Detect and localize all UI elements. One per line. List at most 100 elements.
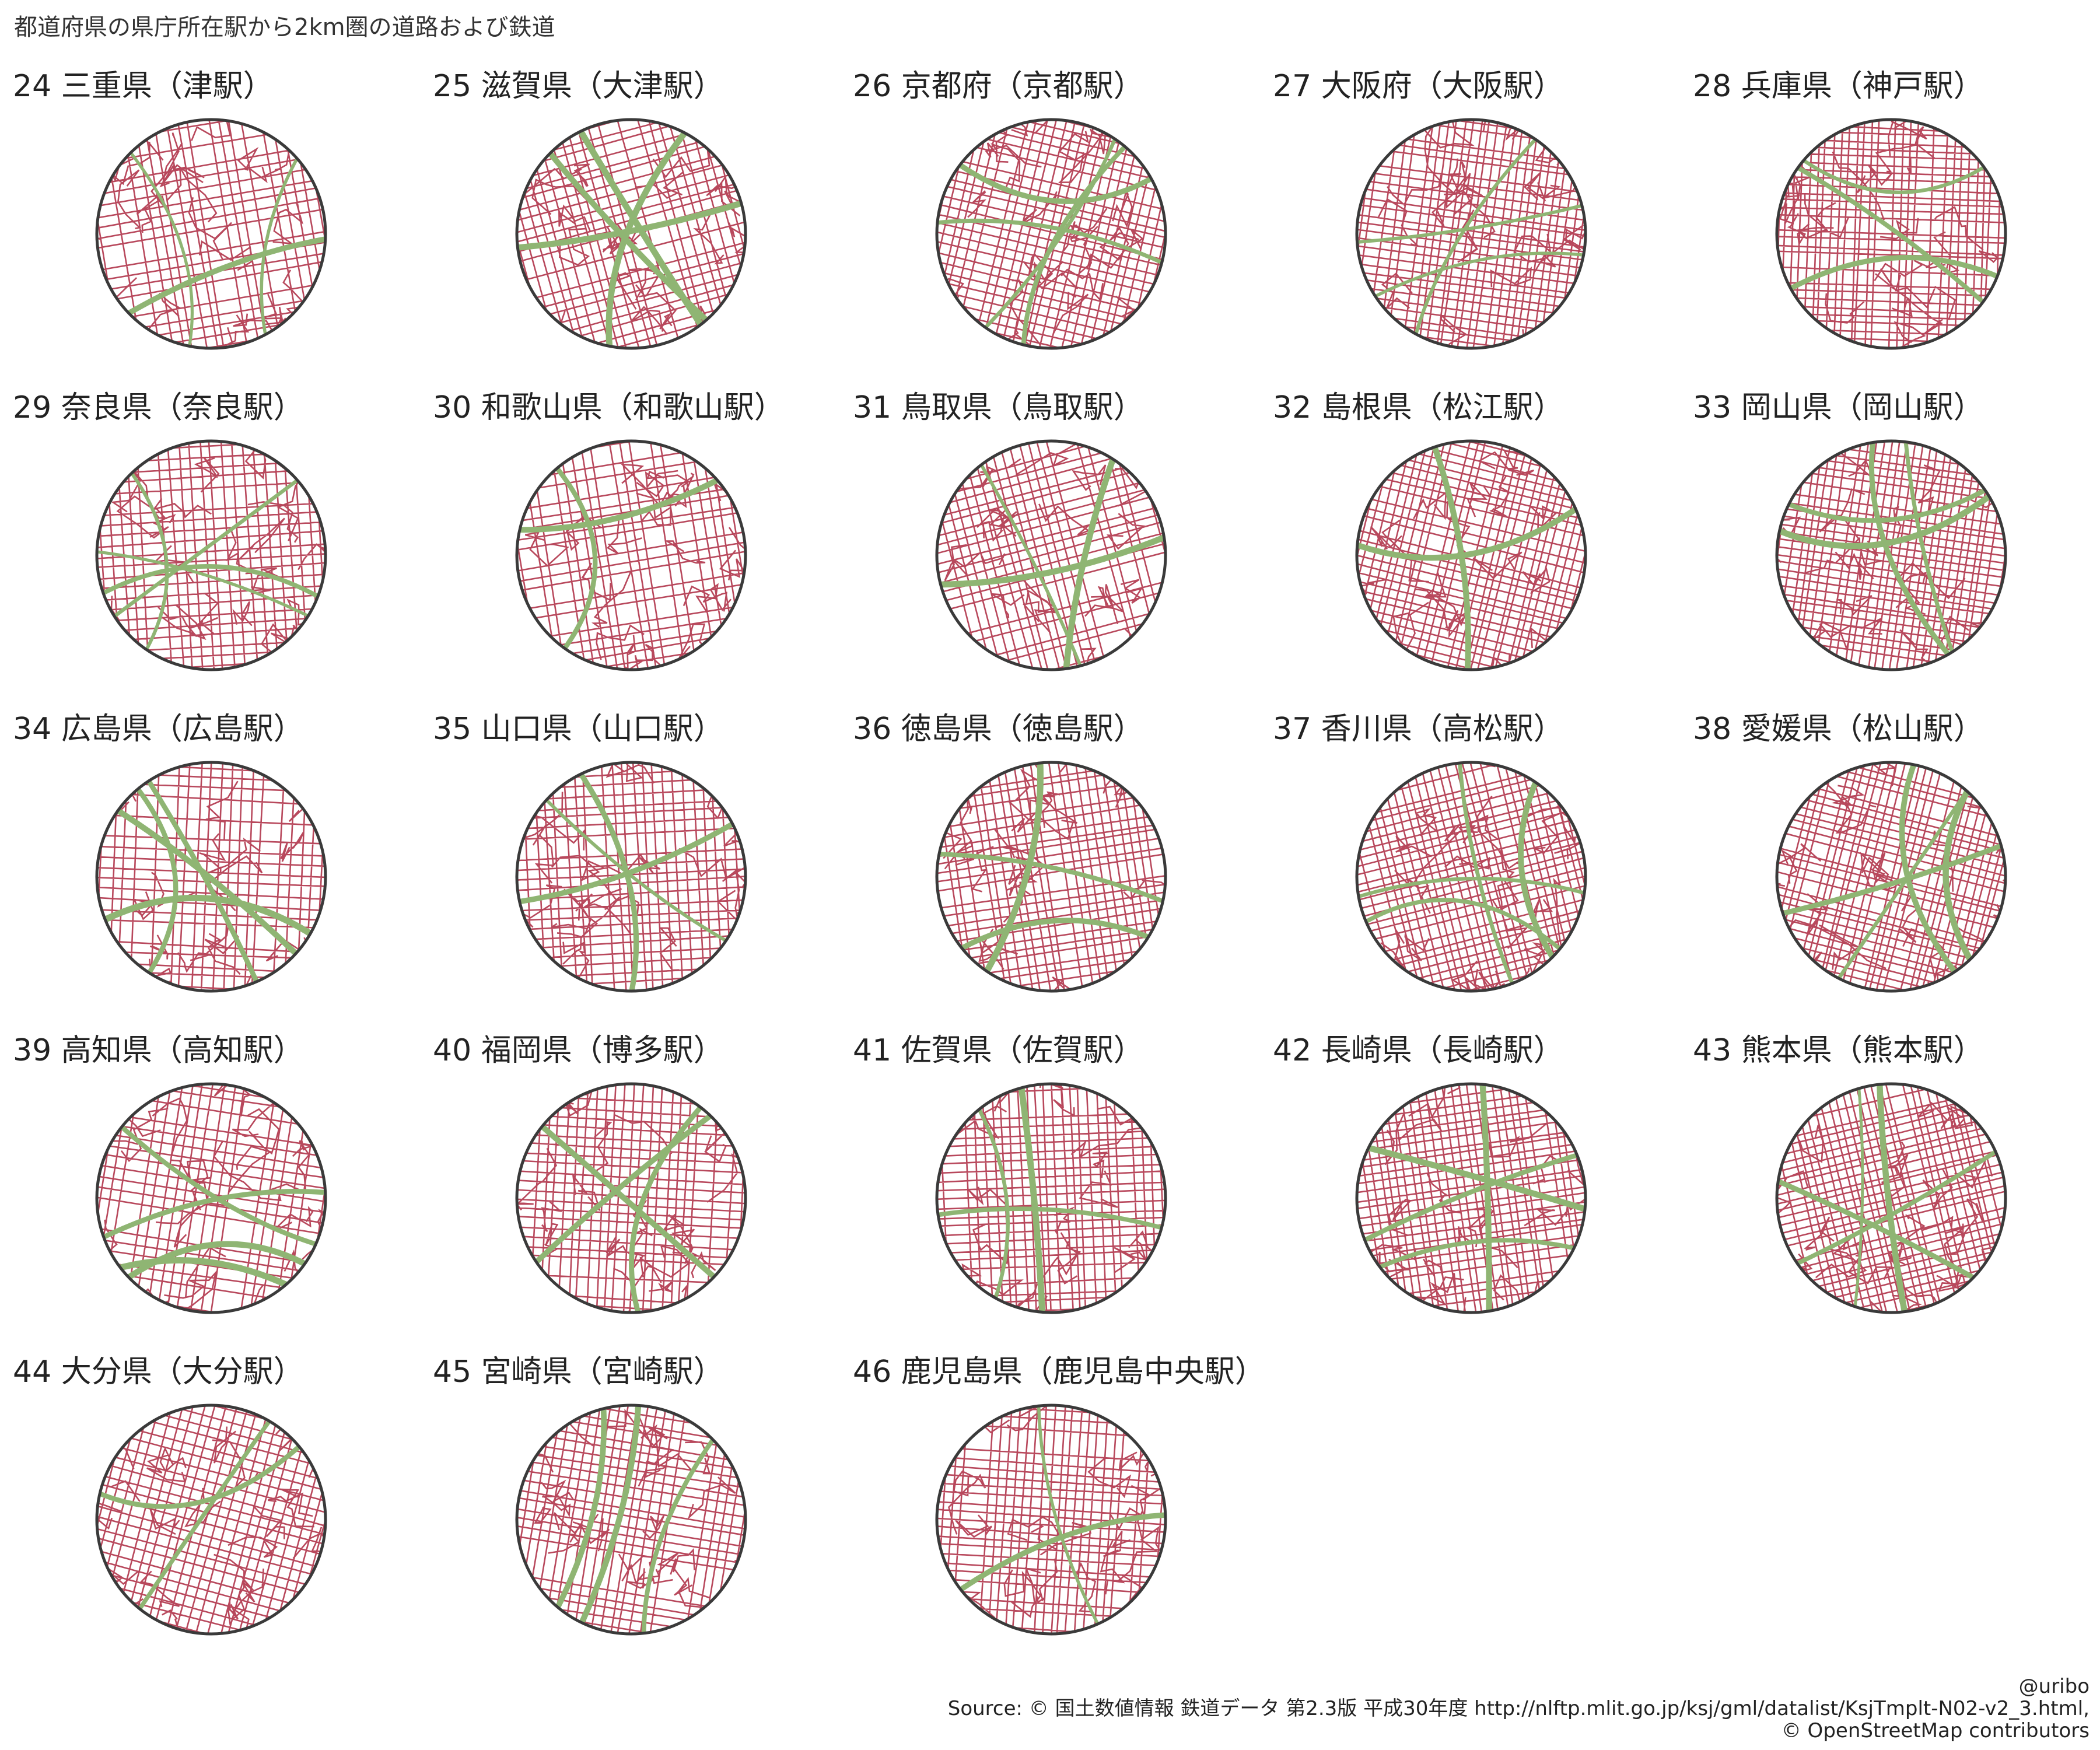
road-network — [97, 441, 326, 670]
panel-label: 42 長崎県（長崎駅） — [1273, 1033, 1564, 1068]
railway-line — [937, 138, 1166, 204]
road-network — [937, 762, 1166, 991]
buffer-circle — [515, 761, 747, 993]
road-rail-map — [95, 1082, 327, 1314]
source-credit: Source: © 国土数値情報 鉄道データ 第2.3版 平成30年度 http… — [947, 1697, 2090, 1720]
panel-label: 44 大分県（大分駅） — [13, 1354, 304, 1390]
road-rail-map — [1775, 118, 2007, 350]
railway-line — [1777, 149, 2006, 331]
road-rail-map — [935, 761, 1167, 993]
road-rail-map — [935, 118, 1167, 350]
road-network — [97, 120, 326, 348]
road-rail-map — [935, 439, 1167, 671]
buffer-circle — [515, 1404, 747, 1636]
buffer-circle — [95, 1404, 327, 1636]
road-rail-map — [1775, 1082, 2007, 1314]
map-panel: 44 大分県（大分駅） — [13, 1347, 433, 1668]
panel-label: 39 高知県（高知駅） — [13, 1033, 304, 1068]
buffer-circle — [935, 1082, 1167, 1314]
railway-line — [1357, 877, 1586, 902]
railway-line — [517, 457, 746, 533]
buffer-circle — [1355, 439, 1587, 671]
buffer-circle — [935, 118, 1167, 350]
railway-line — [97, 895, 326, 952]
road-rail-map — [1355, 1082, 1587, 1314]
railway-line — [1868, 441, 1971, 670]
railway-line — [1357, 1148, 1586, 1251]
road-network — [1777, 120, 2006, 348]
railway-line — [937, 530, 1166, 588]
buffer-circle — [935, 761, 1167, 993]
railway-line — [1357, 201, 1586, 245]
railway-line — [937, 852, 1166, 908]
buffer-circle — [1775, 761, 2007, 993]
buffer-circle — [935, 439, 1167, 671]
panel-label: 29 奈良県（奈良駅） — [13, 390, 304, 425]
road-network — [97, 1084, 326, 1312]
map-panel: 42 長崎県（長崎駅） — [1273, 1026, 1693, 1346]
railway-line — [97, 1189, 326, 1247]
railway-line — [1357, 494, 1586, 561]
railway-line — [1062, 441, 1126, 670]
road-network — [1357, 1084, 1586, 1312]
road-rail-map — [1355, 439, 1587, 671]
buffer-circle — [1355, 118, 1587, 350]
road-rail-map — [95, 439, 327, 671]
road-rail-map — [515, 118, 747, 350]
map-panel: 38 愛媛県（松山駅） — [1693, 704, 2100, 1025]
buffer-circle — [95, 439, 327, 671]
railway-line — [1479, 1084, 1492, 1312]
buffer-circle — [95, 118, 327, 350]
road-network — [1357, 441, 1586, 670]
road-rail-map — [1355, 761, 1587, 993]
railway-line — [1899, 762, 1980, 991]
map-panel: 39 高知県（高知駅） — [13, 1026, 433, 1346]
road-rail-map — [515, 439, 747, 671]
panel-label: 28 兵庫県（神戸駅） — [1693, 69, 1984, 104]
railway-line — [1357, 251, 1586, 312]
buffer-circle — [515, 439, 747, 671]
map-panel: 34 広島県（広島駅） — [13, 704, 433, 1025]
railway-line — [97, 1257, 326, 1312]
map-panel: 46 鹿児島県（鹿児島中央駅） — [853, 1347, 1273, 1668]
map-panel: 36 徳島県（徳島駅） — [853, 704, 1273, 1025]
buffer-circle — [515, 118, 747, 350]
railway-line — [517, 809, 746, 906]
railway-line — [1876, 1084, 1909, 1312]
road-network — [937, 1084, 1166, 1312]
map-panel: 25 滋賀県（大津駅） — [433, 61, 853, 382]
panel-label: 24 三重県（津駅） — [13, 69, 274, 104]
railway-line — [570, 1405, 642, 1634]
map-panel: 35 山口県（山口駅） — [433, 704, 853, 1025]
road-network — [1357, 120, 1586, 348]
road-network — [937, 441, 1166, 670]
map-panel: 32 島根県（松江駅） — [1273, 383, 1693, 704]
road-rail-map — [95, 118, 327, 350]
buffer-circle — [1355, 761, 1587, 993]
railway-line — [937, 1206, 1166, 1234]
railway-line — [1016, 1084, 1046, 1312]
railway-line — [937, 218, 1166, 270]
panel-label: 26 京都府（京都駅） — [853, 69, 1144, 104]
map-panel: 41 佐賀県（佐賀駅） — [853, 1026, 1273, 1346]
map-panel: 45 宮崎県（宮崎駅） — [433, 1347, 853, 1668]
panel-label: 38 愛媛県（松山駅） — [1693, 712, 1984, 747]
map-panel: 37 香川県（高松駅） — [1273, 704, 1693, 1025]
railway-line — [1903, 441, 1964, 670]
panel-label: 40 福岡県（博多駅） — [433, 1033, 724, 1068]
panel-label: 31 鳥取県（鳥取駅） — [853, 390, 1144, 425]
railway-line — [1777, 838, 2006, 919]
road-rail-map — [1775, 439, 2007, 671]
panel-label: 36 徳島県（徳島駅） — [853, 712, 1144, 747]
buffer-circle — [1775, 1082, 2007, 1314]
map-panel: 26 京都府（京都駅） — [853, 61, 1273, 382]
buffer-circle — [1355, 1082, 1587, 1314]
railway-line — [1408, 120, 1564, 348]
map-panel: 40 福岡県（博多駅） — [433, 1026, 853, 1346]
railway-line — [1777, 1138, 2006, 1279]
railway-line — [1357, 1140, 1586, 1215]
railway-line — [606, 120, 705, 348]
map-panel: 24 三重県（津駅） — [13, 61, 433, 382]
buffer-circle — [935, 1404, 1167, 1636]
panel-label: 32 島根県（松江駅） — [1273, 390, 1564, 425]
